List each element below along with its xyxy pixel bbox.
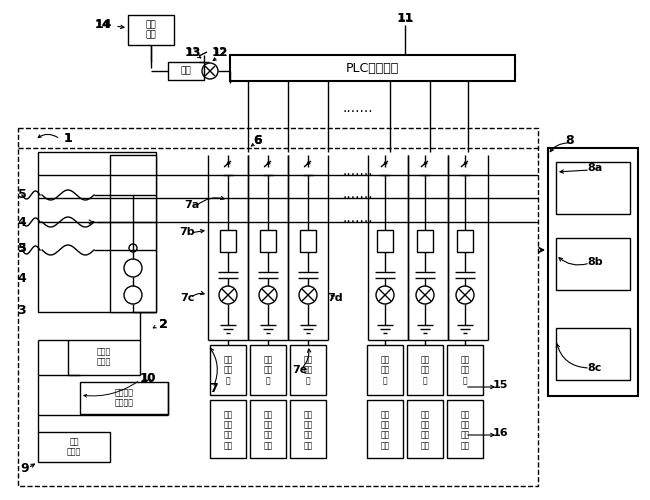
Text: 第一检压
对比电路: 第一检压 对比电路 bbox=[114, 388, 133, 407]
Text: 13: 13 bbox=[185, 48, 201, 58]
Bar bbox=[300, 230, 316, 252]
Text: 1: 1 bbox=[64, 132, 72, 144]
Text: 第二
检压
对比
电路: 第二 检压 对比 电路 bbox=[304, 410, 313, 450]
Text: 11: 11 bbox=[397, 13, 413, 23]
Text: 4: 4 bbox=[18, 216, 27, 228]
Text: 第二
检压
对比
电路: 第二 检压 对比 电路 bbox=[421, 410, 430, 450]
Text: 7c: 7c bbox=[180, 293, 194, 303]
Text: 8a: 8a bbox=[588, 163, 603, 173]
Text: 按钮: 按钮 bbox=[181, 66, 191, 76]
Bar bbox=[260, 230, 276, 252]
Text: ·······: ······· bbox=[343, 105, 373, 119]
Text: 7b: 7b bbox=[179, 227, 195, 237]
Bar bbox=[556, 238, 630, 290]
Bar bbox=[80, 382, 168, 414]
Text: 16: 16 bbox=[492, 428, 508, 438]
Text: 延时
继电
器: 延时 继电 器 bbox=[263, 355, 272, 385]
Text: 15: 15 bbox=[492, 380, 508, 390]
Bar bbox=[250, 345, 286, 395]
Bar bbox=[220, 230, 236, 252]
Text: 3: 3 bbox=[18, 242, 26, 254]
Text: 12: 12 bbox=[212, 46, 228, 60]
Bar bbox=[290, 400, 326, 458]
Text: 合闸
电源: 合闸 电源 bbox=[146, 20, 157, 40]
Text: 延时
继电
器: 延时 继电 器 bbox=[304, 355, 313, 385]
Bar bbox=[556, 328, 630, 380]
Text: 7: 7 bbox=[209, 382, 217, 394]
Text: ·······: ······· bbox=[343, 215, 373, 229]
Text: 3: 3 bbox=[18, 304, 26, 316]
Bar bbox=[377, 230, 393, 252]
Bar bbox=[230, 55, 515, 81]
Text: ·······: ······· bbox=[343, 191, 373, 205]
Bar bbox=[556, 162, 630, 214]
Bar bbox=[367, 400, 403, 458]
Text: 第二
检压
对比
电路: 第二 检压 对比 电路 bbox=[263, 410, 272, 450]
Text: 14: 14 bbox=[94, 18, 112, 32]
Text: 发电机
输出端: 发电机 输出端 bbox=[97, 348, 111, 366]
Bar bbox=[548, 148, 638, 396]
Text: 8c: 8c bbox=[588, 363, 602, 373]
Bar bbox=[407, 345, 443, 395]
Text: 延时
继电
器: 延时 继电 器 bbox=[421, 355, 430, 385]
Bar bbox=[417, 230, 433, 252]
Text: 延时
继电
器: 延时 继电 器 bbox=[380, 355, 389, 385]
Bar bbox=[38, 152, 156, 312]
Text: 6: 6 bbox=[254, 134, 263, 146]
Text: 7e: 7e bbox=[292, 365, 307, 375]
Bar bbox=[38, 432, 110, 462]
Text: 5: 5 bbox=[18, 188, 27, 202]
Text: 4: 4 bbox=[18, 272, 27, 284]
Bar bbox=[447, 400, 483, 458]
Text: 第二
检压
对比
电路: 第二 检压 对比 电路 bbox=[460, 410, 469, 450]
Text: 9: 9 bbox=[21, 462, 29, 474]
Bar bbox=[250, 400, 286, 458]
Text: 11: 11 bbox=[396, 12, 414, 24]
Bar bbox=[18, 128, 538, 486]
Text: 12: 12 bbox=[213, 48, 228, 58]
Text: 14: 14 bbox=[95, 20, 110, 30]
Bar bbox=[407, 400, 443, 458]
Text: 8: 8 bbox=[566, 134, 575, 146]
Bar bbox=[128, 15, 174, 45]
Text: 2: 2 bbox=[159, 318, 168, 332]
Bar bbox=[447, 345, 483, 395]
Text: PLC控制单元: PLC控制单元 bbox=[345, 62, 398, 74]
Text: 13: 13 bbox=[185, 46, 201, 60]
Bar bbox=[210, 345, 246, 395]
Text: 第二
检压
对比
电路: 第二 检压 对比 电路 bbox=[380, 410, 389, 450]
Bar bbox=[168, 62, 204, 80]
Text: 2: 2 bbox=[159, 318, 168, 332]
Text: 7a: 7a bbox=[185, 200, 200, 210]
Text: 10: 10 bbox=[140, 373, 156, 383]
Text: 6: 6 bbox=[254, 134, 263, 146]
Text: 8b: 8b bbox=[587, 257, 603, 267]
Bar bbox=[68, 340, 140, 375]
Text: 延时
继电
器: 延时 继电 器 bbox=[460, 355, 469, 385]
Text: 5: 5 bbox=[18, 242, 27, 254]
Bar bbox=[110, 155, 156, 312]
Text: 延时
继电
器: 延时 继电 器 bbox=[224, 355, 233, 385]
Text: ·······: ······· bbox=[343, 168, 373, 182]
Bar bbox=[210, 400, 246, 458]
Text: 1: 1 bbox=[64, 132, 72, 144]
Text: 第二
检压
对比
电路: 第二 检压 对比 电路 bbox=[224, 410, 233, 450]
Text: 过流
继电器: 过流 继电器 bbox=[67, 438, 81, 456]
Text: 7d: 7d bbox=[327, 293, 343, 303]
Bar bbox=[367, 345, 403, 395]
Text: 10: 10 bbox=[140, 372, 156, 384]
Bar bbox=[290, 345, 326, 395]
Bar bbox=[457, 230, 473, 252]
